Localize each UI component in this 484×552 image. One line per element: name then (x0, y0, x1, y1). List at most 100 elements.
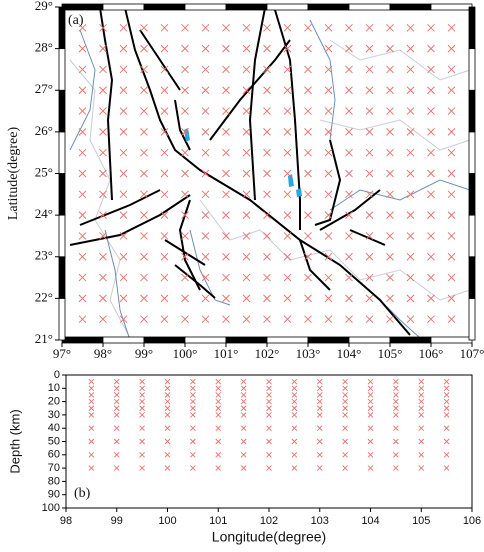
x-tick-label: 101° (214, 346, 239, 361)
grid-point (367, 425, 374, 432)
grid-point (342, 385, 348, 392)
frame-bar (468, 131, 476, 174)
y-tick-label: 27° (35, 81, 53, 96)
grid-point (324, 232, 333, 240)
y-tick-label: 70 (48, 462, 60, 474)
grid-point (342, 405, 348, 412)
grid-point (190, 438, 196, 445)
x-axis-label: Longitude(degree) (212, 529, 326, 545)
grid-point (365, 107, 374, 115)
grid-point (99, 211, 107, 219)
y-tick-label: 100 (42, 502, 60, 514)
grid-point (263, 44, 271, 53)
grid-point (222, 294, 230, 303)
grid-point (443, 398, 450, 405)
grid-point (266, 438, 272, 445)
grid-point (393, 451, 399, 458)
x-tick-label: 106 (463, 515, 481, 527)
grid-point (345, 128, 353, 136)
grid-point (222, 65, 230, 74)
grid-point (324, 273, 333, 282)
grid-point (140, 315, 148, 324)
grid-point (365, 190, 374, 199)
grid-point (201, 211, 210, 219)
grid-point (291, 392, 298, 398)
grid-point (324, 294, 333, 303)
grid-point (78, 190, 87, 199)
grid-point (447, 232, 456, 240)
panel-label: (b) (74, 486, 91, 501)
grid-point (88, 412, 95, 418)
grid-point (222, 232, 230, 240)
grid-point (263, 148, 271, 157)
grid-point (345, 315, 353, 324)
y-tick-label: 22° (35, 289, 53, 304)
grid-point (345, 86, 353, 95)
grid-point (88, 425, 95, 432)
frame-bar (58, 6, 66, 50)
grid-point (119, 107, 128, 115)
grid-point (242, 232, 251, 240)
grid-point (215, 465, 222, 471)
frame-bar (389, 336, 432, 344)
grid-point (345, 211, 353, 219)
grid-point (393, 385, 399, 392)
grid-point (119, 44, 128, 53)
frame-bar (266, 3, 309, 11)
grid-point (119, 252, 128, 261)
grid-point (201, 44, 210, 53)
grid-point (283, 107, 292, 115)
grid-point (242, 23, 251, 32)
grid-point (201, 148, 210, 157)
grid-point (443, 438, 450, 445)
grid-point (367, 412, 374, 418)
grid-point (386, 44, 394, 53)
grid-point (291, 425, 298, 432)
grid-point (140, 86, 148, 95)
grid-point (240, 438, 247, 445)
grid-point (119, 169, 128, 178)
grid-point (324, 23, 333, 32)
grid-point (427, 65, 435, 74)
frame-bar (102, 336, 145, 344)
grid-point (99, 44, 107, 53)
y-tick-label: 26° (35, 123, 53, 138)
grid-point (365, 232, 374, 240)
grid-point (427, 23, 435, 32)
grid-point (316, 425, 323, 432)
grid-point (119, 315, 128, 324)
grid-point (365, 273, 374, 282)
grid-point (263, 315, 271, 324)
grid-point (160, 273, 169, 282)
grid-point (139, 392, 145, 398)
x-tick-label: 99 (111, 515, 123, 527)
grid-point (164, 451, 171, 458)
grid-point (304, 252, 312, 261)
grid-point (447, 252, 456, 261)
grid-point (160, 86, 169, 95)
grid-point (164, 385, 171, 392)
grid-point (443, 425, 450, 432)
grid-point (418, 378, 425, 385)
grid-point (324, 169, 333, 178)
grid-point (99, 107, 107, 115)
grid-point (263, 65, 271, 74)
grid-point (119, 128, 128, 136)
grid-point (242, 65, 251, 74)
grid-point (342, 378, 348, 385)
grid-point (201, 273, 210, 282)
grid-point (113, 392, 120, 398)
grid-point (304, 107, 312, 115)
grid-point (215, 438, 222, 445)
grid-point (447, 169, 456, 178)
x-tick-label: 106° (419, 346, 444, 361)
x-tick-label: 107° (460, 346, 484, 361)
x-tick-label: 105 (412, 515, 430, 527)
grid-point (393, 392, 399, 398)
frame-bar (58, 214, 66, 258)
grid-point (443, 405, 450, 412)
x-tick-label: 99° (135, 346, 153, 361)
grid-point (406, 148, 415, 157)
panel-label: (a) (68, 13, 84, 28)
grid-point (367, 438, 374, 445)
